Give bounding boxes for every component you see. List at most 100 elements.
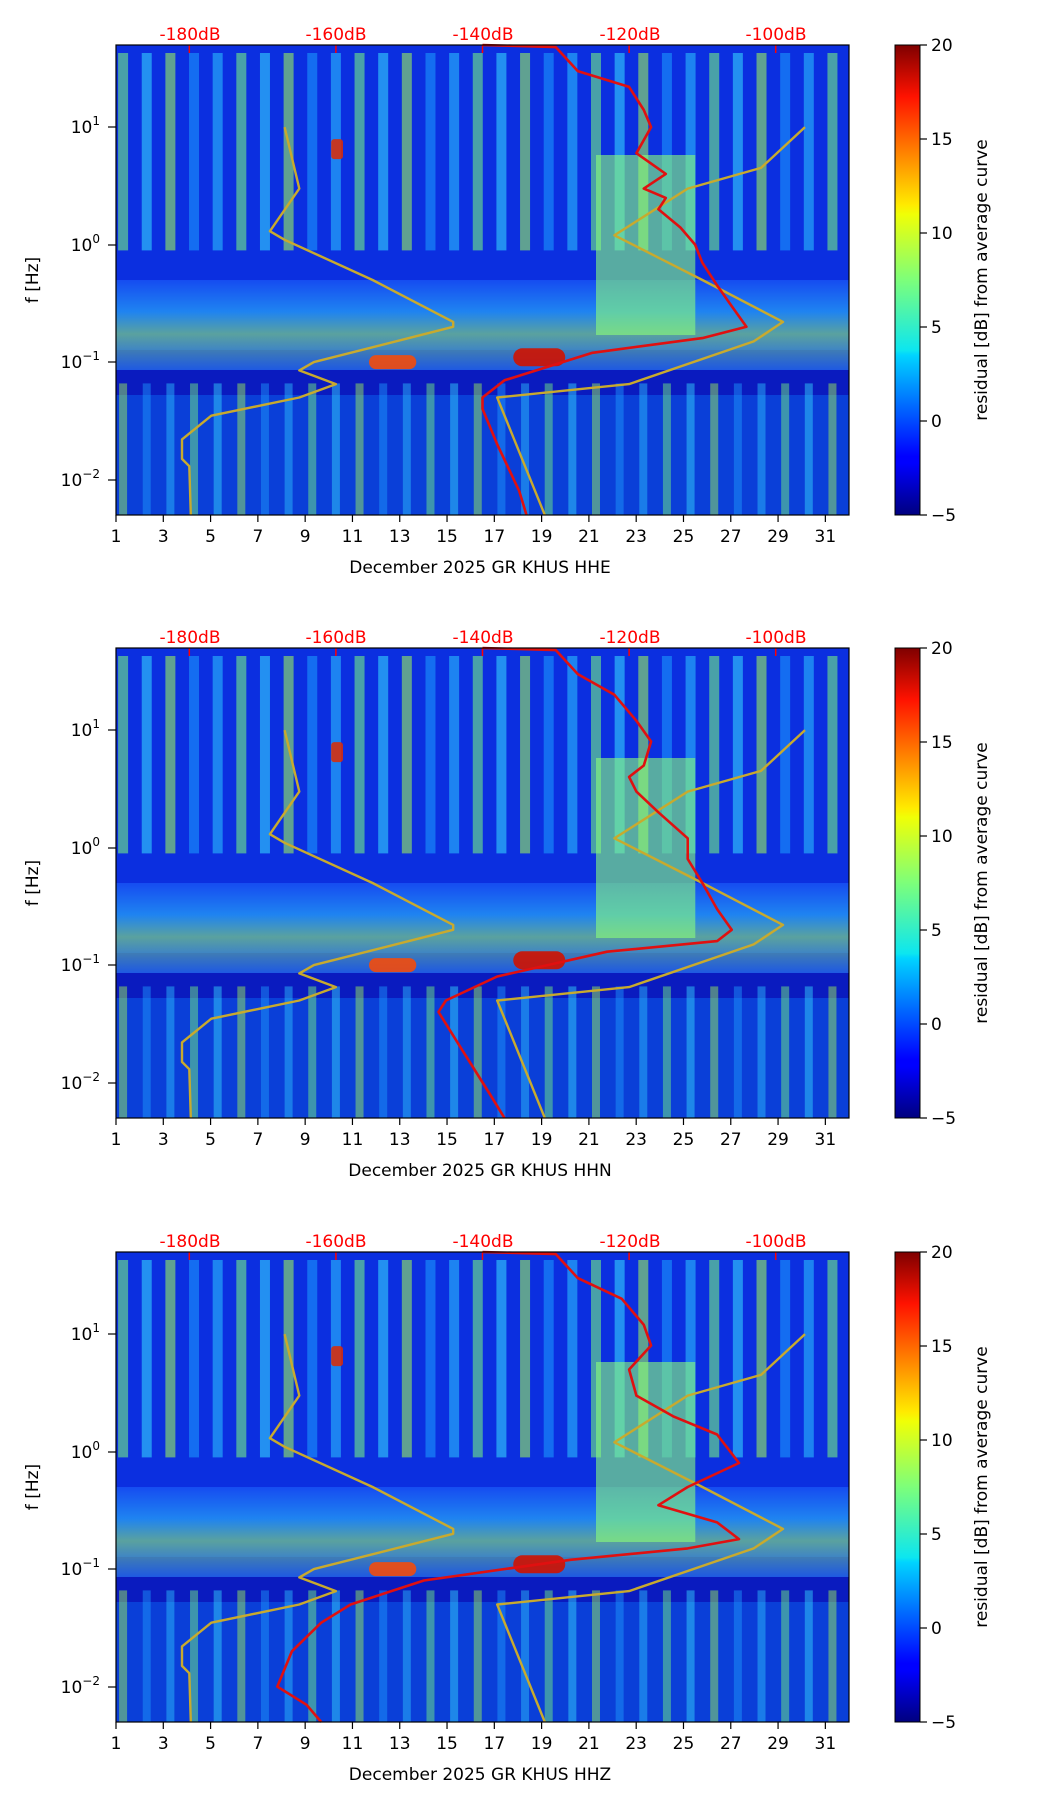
- spectrogram-streak: [284, 986, 293, 1118]
- x-axis-label: December 2025 GR KHUS HHN: [348, 1161, 611, 1181]
- y-tick-label-1: 10−1: [61, 349, 100, 373]
- spectrogram-streak: [827, 1260, 838, 1458]
- x-tick-label: 9: [300, 1130, 311, 1150]
- spectrogram-streak: [190, 1590, 199, 1722]
- spectrogram-streak: [402, 986, 411, 1118]
- noise-model-line: [180, 1333, 455, 1723]
- spectrogram-streak: [568, 383, 577, 515]
- spectrogram-streak: [141, 656, 152, 854]
- colorbar-tick-label: 15: [931, 733, 953, 753]
- spectrogram-hotspot: [513, 348, 566, 367]
- spectrogram-streak: [732, 53, 743, 251]
- spectrogram-streak: [732, 656, 743, 854]
- plot-frame: [115, 647, 850, 1119]
- spectrogram-streak: [355, 986, 364, 1118]
- spectrogram-streak: [685, 53, 696, 251]
- spectrogram-streak: [260, 383, 269, 515]
- noise-model-line: [180, 126, 455, 516]
- spectrogram-hotspot: [331, 1346, 343, 1367]
- spectrogram-streak: [497, 986, 506, 1118]
- top-axis-label-1: -160dB: [305, 1232, 366, 1252]
- spectrogram-streak: [615, 383, 624, 515]
- spectrogram-streak: [639, 986, 648, 1118]
- x-tick-label: 19: [531, 527, 553, 547]
- spectrogram-hotspot: [369, 355, 417, 370]
- spectrogram-streak: [450, 986, 459, 1118]
- x-tick-label: 25: [673, 527, 695, 547]
- spectrogram-panel-hhz: -180dB -160dB -140dB -120dB -100dB 10−2 …: [23, 1232, 992, 1785]
- noise-model-line: [180, 729, 455, 1119]
- spectrogram-streak: [543, 656, 554, 854]
- y-axis: 10−2 10−1 100 101 f [Hz]: [23, 1321, 116, 1698]
- colorbar-tick-label: −5: [931, 506, 956, 526]
- spectrogram-streak: [756, 53, 767, 251]
- spectrogram-streak: [472, 1260, 483, 1458]
- top-axis-label-2: -140dB: [452, 628, 513, 648]
- x-tick-label: 31: [815, 1130, 837, 1150]
- spectrogram-image: [116, 1252, 849, 1722]
- spectrogram-streak: [733, 1590, 742, 1722]
- spectrogram-streak: [331, 986, 340, 1118]
- top-axis-label-3: -120dB: [599, 25, 660, 45]
- spectrogram-streak: [496, 1260, 507, 1458]
- spectrogram-streak: [803, 53, 814, 251]
- x-tick-label: 29: [767, 527, 789, 547]
- spectrogram-streak: [307, 53, 318, 251]
- spectrogram-streak: [355, 1590, 364, 1722]
- spectrogram-streak: [685, 656, 696, 854]
- spectrogram-streak: [212, 1260, 223, 1458]
- spectrogram-block: [595, 155, 696, 335]
- spectrogram-streak: [497, 383, 506, 515]
- x-tick-label: 5: [205, 1734, 216, 1754]
- colorbar-tick-label: 0: [931, 1015, 942, 1035]
- colorbar: 20 15 10 5 0 −5 residual [dB] from average cu…: [894, 1243, 992, 1733]
- spectrogram-image: [116, 45, 849, 515]
- top-axis-label-1: -160dB: [305, 628, 366, 648]
- x-tick-label: 3: [158, 1130, 169, 1150]
- spectrogram-streak: [614, 1260, 625, 1458]
- spectrogram-streak: [686, 1590, 695, 1722]
- spectrogram-streak: [662, 383, 671, 515]
- colorbar-tick-label: −5: [931, 1713, 956, 1733]
- y-tick-label-1: 10−1: [61, 952, 100, 976]
- spectrogram-streak: [780, 656, 791, 854]
- spectrogram-streak: [425, 53, 436, 251]
- spectrogram-streak: [401, 656, 412, 854]
- x-tick-label: 11: [342, 1130, 364, 1150]
- spectrogram-streak: [212, 656, 223, 854]
- spectrogram-streak: [803, 1260, 814, 1458]
- noise-model-line: [496, 729, 806, 1119]
- colorbar-tick-label: −5: [931, 1109, 956, 1129]
- x-tick-label: 21: [578, 527, 600, 547]
- spectrogram-streak: [472, 656, 483, 854]
- spectrogram-streak: [449, 53, 460, 251]
- spectrogram-streak: [213, 1590, 222, 1722]
- y-tick-label-3: 101: [71, 114, 100, 138]
- spectrogram-streak: [165, 53, 176, 251]
- spectrogram-streak: [236, 53, 247, 251]
- spectrogram-streak: [568, 1590, 577, 1722]
- y-tick-label-3: 101: [71, 717, 100, 741]
- spectrogram-streak: [661, 656, 672, 854]
- spectrogram-streak: [308, 383, 317, 515]
- spectrogram-streak: [520, 53, 531, 251]
- spectrogram-streak: [213, 383, 222, 515]
- colorbar-tick-label: 20: [931, 639, 953, 659]
- spectrogram-streak: [733, 986, 742, 1118]
- spectrogram-streak: [709, 1260, 720, 1458]
- spectrogram-streak: [141, 1260, 152, 1458]
- spectrogram-streak: [710, 383, 719, 515]
- spectrogram-streak: [307, 1260, 318, 1458]
- spectrogram-streak: [661, 1260, 672, 1458]
- spectrogram-panel-hhn: -180dB -160dB -140dB -120dB -100dB 10−2 …: [23, 628, 992, 1181]
- spectrogram-streak: [259, 656, 270, 854]
- spectrogram-streak: [425, 1260, 436, 1458]
- spectrogram-streak: [308, 986, 317, 1118]
- spectrogram-streak: [259, 1260, 270, 1458]
- spectrogram-streak: [118, 656, 129, 854]
- spectrogram-streak: [283, 656, 294, 854]
- x-axis: 1 3 5 7 9 11 13 15 17 19 21 23 25 27 29 31: [111, 1722, 836, 1754]
- spectrogram-streak: [710, 986, 719, 1118]
- colorbar-label: residual [dB] from average curve: [972, 1346, 992, 1627]
- x-tick-label: 17: [484, 1130, 506, 1150]
